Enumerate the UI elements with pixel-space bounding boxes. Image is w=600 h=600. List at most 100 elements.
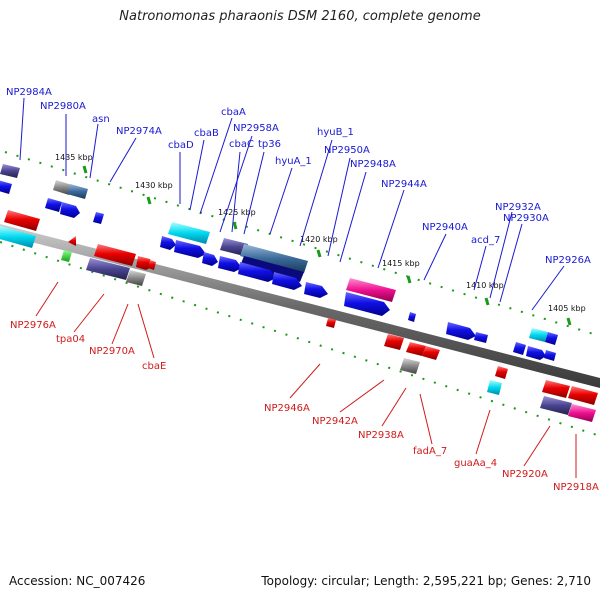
scale-ticks [82,165,572,326]
gene-label: cbaB [194,128,219,139]
gene-label: NP2950A [324,145,370,156]
gene-label: cbaC [229,139,254,150]
gene-feature [240,256,304,282]
accession-text: Accession: NC_007426 [9,574,146,588]
gene-label: guaAa_4 [454,458,497,469]
gene-feature [61,250,72,262]
gene-feature [160,236,176,250]
gene-label: asn [92,114,110,125]
gene-feature [0,226,36,248]
gene-feature [406,342,426,356]
gene-label: NP2958A [233,123,279,134]
gene-feature [68,236,76,246]
gene-feature [495,366,508,379]
scale-label: 1405 kbp [548,304,586,313]
gene-feature [67,184,88,199]
gene-feature [446,322,476,340]
gene-feature [53,180,72,195]
scale-label: 1420 kbp [300,235,338,244]
gene-feature [218,256,242,272]
gene-label: fadA_7 [413,446,447,457]
gene-label: tpa04 [56,334,85,345]
gene-feature [174,240,206,258]
gene-feature [220,238,248,256]
gene-label: NP2926A [545,255,591,266]
scale-label: 1425 kbp [218,208,256,217]
gene-feature [400,358,420,374]
gene-feature [542,380,570,398]
gene-feature [0,164,20,178]
gene-feature [86,258,130,280]
gene-label: NP2944A [381,179,427,190]
scale-label: 1435 kbp [55,153,93,162]
reverse-gene-labels: NP2976A tpa04 NP2970A cbaE NP2946A NP294… [10,320,599,493]
gene-feature [304,282,328,298]
gene-feature [4,210,40,231]
scale-labels: 1435 kbp 1430 kbp 1425 kbp 1420 kbp 1415… [55,153,586,313]
gene-feature [408,312,416,322]
scale-label: 1415 kbp [382,259,420,268]
gene-feature [45,198,62,212]
gene-feature [474,332,488,343]
gene-feature [545,332,558,345]
forward-gene-labels: NP2984A NP2980A asn NP2974A cbaD cbaB cb… [6,87,591,266]
gene-feature [272,272,302,290]
gene-label: NP2920A [502,469,548,480]
gene-label: NP2976A [10,320,56,331]
genome-summary-text: Topology: circular; Length: 2,595,221 bp… [261,574,591,588]
gene-label: cbaA [221,107,246,118]
scale-label: 1410 kbp [466,281,504,290]
gene-feature [529,328,548,342]
gene-feature [240,244,308,273]
gene-label: cbaD [168,140,194,151]
gene-label: NP2948A [350,159,396,170]
gene-feature [568,386,598,405]
gene-feature [126,270,146,286]
gene-feature [93,212,104,224]
gene-label: hyuA_1 [275,156,312,167]
gene-feature [0,180,12,194]
gene-feature [526,346,546,360]
gene-label: NP2942A [312,416,358,427]
gene-label: NP2918A [553,482,599,493]
gene-feature [487,380,502,395]
gene-feature [326,318,336,328]
gene-label: NP2970A [89,346,135,357]
reverse-strand-features [0,210,598,422]
forward-strand-features [0,164,558,361]
gene-label: NP2938A [358,430,404,441]
reverse-leader-lines [35,281,577,478]
gene-label: NP2940A [422,222,468,233]
gene-label: hyuB_1 [317,127,354,138]
gene-feature [60,202,80,218]
gene-feature [94,244,136,266]
gene-feature [148,260,156,270]
gene-feature [544,350,556,361]
scale-label: 1430 kbp [135,181,173,190]
gene-label: NP2930A [503,213,549,224]
gene-feature [540,396,572,415]
gene-label: NP2984A [6,87,52,98]
gene-label: cbaE [142,361,166,372]
forward-leader-lines [19,97,565,311]
figure-title: Natronomonas pharaonis DSM 2160, complet… [119,9,481,24]
gene-feature [568,404,596,422]
gene-feature [344,292,390,316]
gene-feature [384,334,404,350]
gene-label: acd_7 [471,235,500,246]
tick-tracks [0,151,600,437]
gene-label: NP2946A [264,403,310,414]
gene-feature [202,252,218,266]
gene-feature [168,222,210,244]
gene-label: NP2974A [116,126,162,137]
gene-feature [422,346,440,360]
gene-feature [238,262,276,282]
genome-backbone [0,224,600,388]
gene-feature [513,342,526,355]
gene-label: tp36 [258,139,281,150]
gene-label: NP2980A [40,101,86,112]
gene-label: NP2932A [495,202,541,213]
gene-feature [346,278,396,302]
